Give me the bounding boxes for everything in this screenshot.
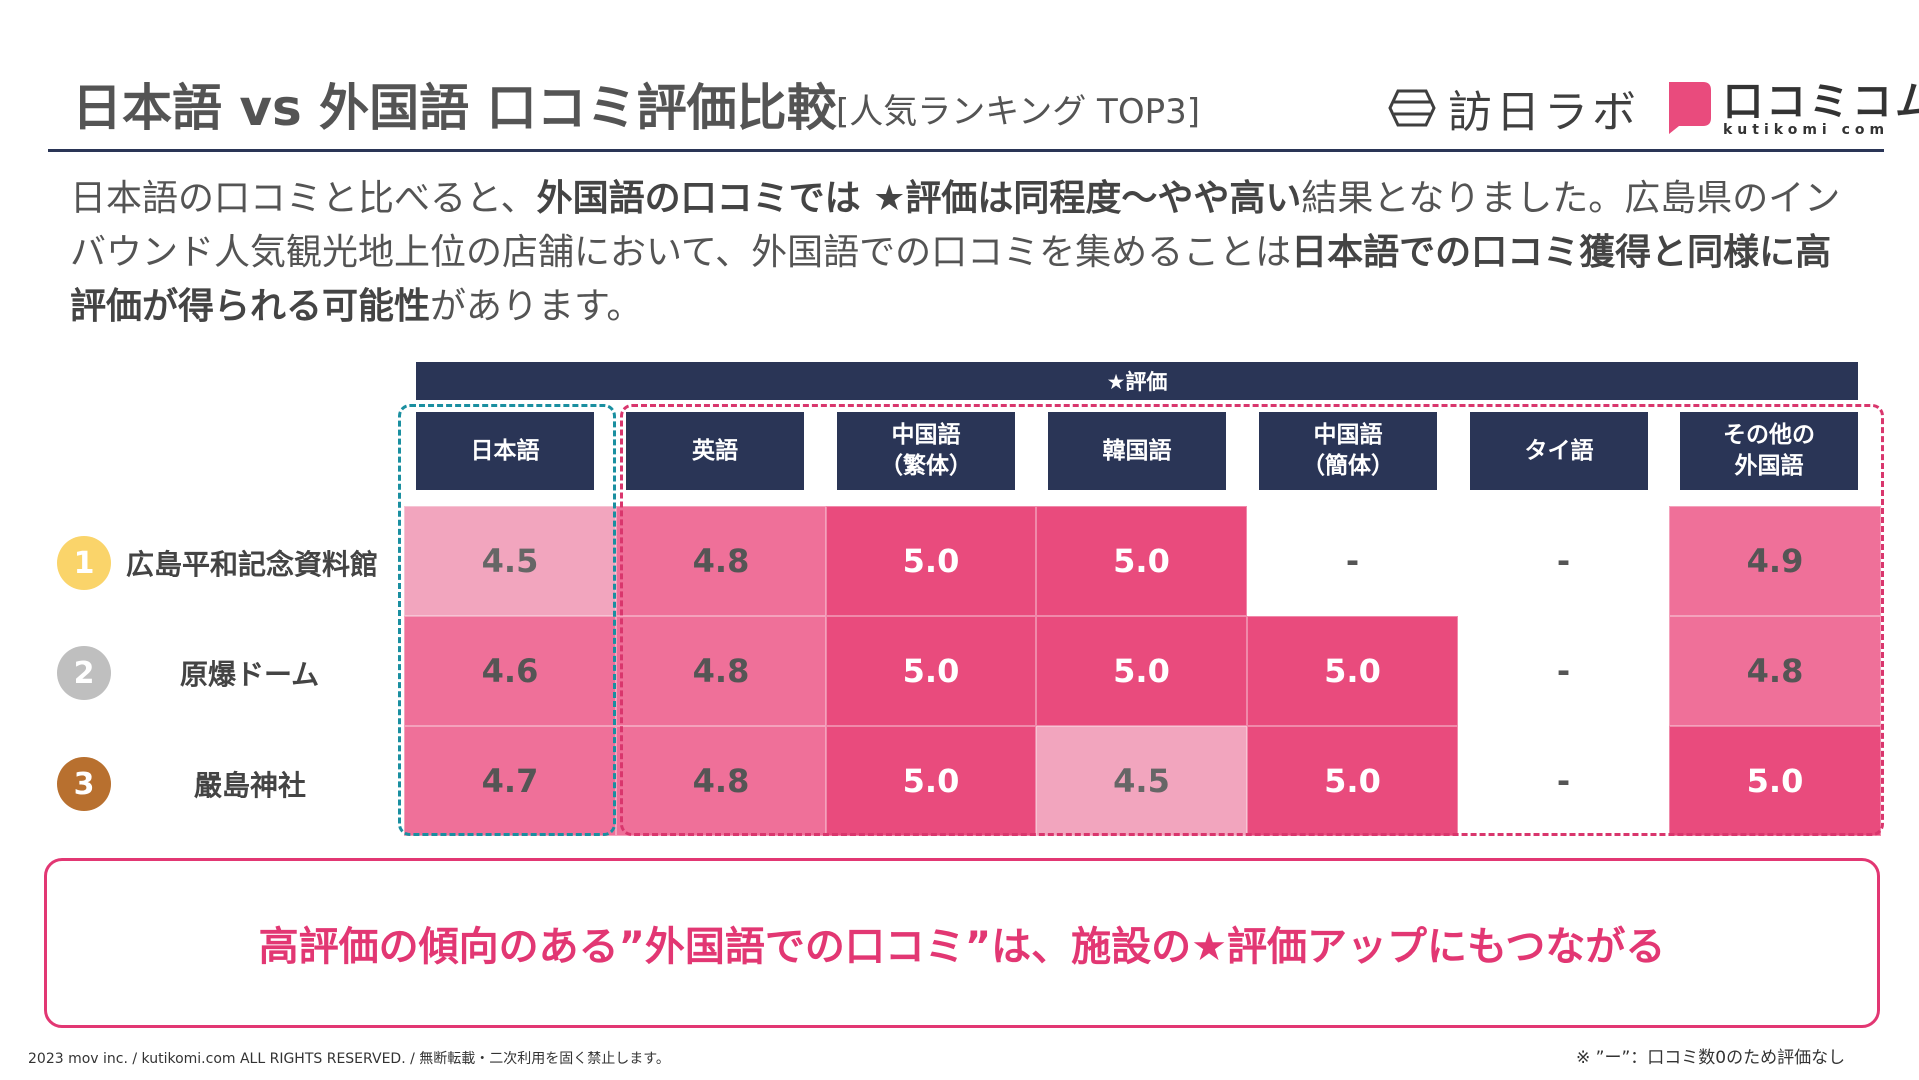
rank-badge-2: 2 bbox=[57, 646, 111, 700]
rating-cell: 5.0 bbox=[1247, 726, 1458, 836]
page-subtitle: [人気ランキング TOP3] bbox=[836, 92, 1200, 132]
rating-cell: 5.0 bbox=[826, 616, 1036, 726]
col-header-chinese-simplified: 中国語 （簡体） bbox=[1259, 412, 1437, 490]
rating-cell: 5.0 bbox=[1247, 616, 1458, 726]
copyright-footer: 2023 mov inc. / kutikomi.com ALL RIGHTS … bbox=[28, 1051, 670, 1067]
col-header-korean: 韓国語 bbox=[1048, 412, 1226, 490]
dash-note: ※ ”ー”：口コミ数0のため評価なし bbox=[1576, 1048, 1846, 1068]
rating-cell-empty: - bbox=[1458, 726, 1669, 836]
rating-cell: 4.5 bbox=[1036, 726, 1247, 836]
rating-cell-empty: - bbox=[1458, 616, 1669, 726]
col-header-chinese-traditional: 中国語 （繁体） bbox=[837, 412, 1015, 490]
rating-cell: 5.0 bbox=[826, 726, 1036, 836]
kutikomi-logo-subtext: kutikomi com bbox=[1723, 122, 1890, 138]
rating-cell: 4.7 bbox=[404, 726, 616, 836]
lead-text-3: があります。 bbox=[430, 286, 643, 327]
rating-cell: 4.5 bbox=[404, 506, 616, 616]
conclusion-text: 高評価の傾向のある”外国語での口コミ”は、施設の★評価アップにもつながる bbox=[258, 924, 1666, 970]
rating-cell: 4.8 bbox=[1669, 616, 1881, 726]
lead-text-2: 結果となりました。広島県のインバウンド人気観光地上位の店舗において、外国語での口… bbox=[70, 178, 1841, 273]
rating-cell: 4.8 bbox=[616, 616, 826, 726]
col-header-other-foreign: その他の 外国語 bbox=[1680, 412, 1858, 490]
place-name-1: 広島平和記念資料館 bbox=[126, 548, 379, 581]
rating-cell-empty: - bbox=[1458, 506, 1669, 616]
col-header-english: 英語 bbox=[626, 412, 804, 490]
japanese-group-outline bbox=[398, 404, 616, 836]
rating-cell-empty: - bbox=[1247, 506, 1458, 616]
rank-badge-3: 3 bbox=[57, 757, 111, 811]
rating-cell: 4.8 bbox=[616, 506, 826, 616]
rank-badge-1: 1 bbox=[57, 536, 111, 590]
rating-cell: 4.9 bbox=[1669, 506, 1881, 616]
houjin-lab-logo-text: 訪日ラボ bbox=[1448, 87, 1640, 138]
lead-paragraph: 日本語の口コミと比べると、外国語の口コミでは ★評価は同程度〜やや高い結果となり… bbox=[70, 172, 1850, 334]
lead-bold-1: 外国語の口コミでは ★評価は同程度〜やや高い bbox=[536, 178, 1302, 219]
rating-cell: 4.6 bbox=[404, 616, 616, 726]
col-header-japanese: 日本語 bbox=[416, 412, 594, 490]
lead-bold-2: 日本語での口コミ獲得と同様に高評価が得られる可能性 bbox=[70, 232, 1832, 327]
rating-band-header: ★評価 bbox=[416, 362, 1858, 400]
rating-cell: 5.0 bbox=[1036, 506, 1247, 616]
kutikomi-logo-icon bbox=[1669, 82, 1711, 134]
place-name-3: 嚴島神社 bbox=[194, 769, 307, 802]
place-name-2: 原爆ドーム bbox=[180, 658, 320, 691]
lead-text-1: 日本語の口コミと比べると、 bbox=[70, 178, 537, 219]
conclusion-callout: 高評価の傾向のある”外国語での口コミ”は、施設の★評価アップにもつながる bbox=[44, 858, 1880, 1028]
foreign-group-outline bbox=[620, 404, 1884, 836]
houjin-lab-logo-icon bbox=[1388, 89, 1436, 127]
header-divider bbox=[48, 149, 1884, 152]
rating-cell: 5.0 bbox=[1036, 616, 1247, 726]
kutikomi-logo-text: 口コミコム bbox=[1723, 79, 1919, 125]
houjin-lab-logo: 訪日ラボ bbox=[1388, 82, 1640, 138]
page-title: 日本語 vs 外国語 口コミ評価比較 bbox=[72, 79, 837, 137]
col-header-thai: タイ語 bbox=[1470, 412, 1648, 490]
kutikomi-com-logo: 口コミコム kutikomi com bbox=[1663, 80, 1919, 138]
rating-cell: 5.0 bbox=[826, 506, 1036, 616]
